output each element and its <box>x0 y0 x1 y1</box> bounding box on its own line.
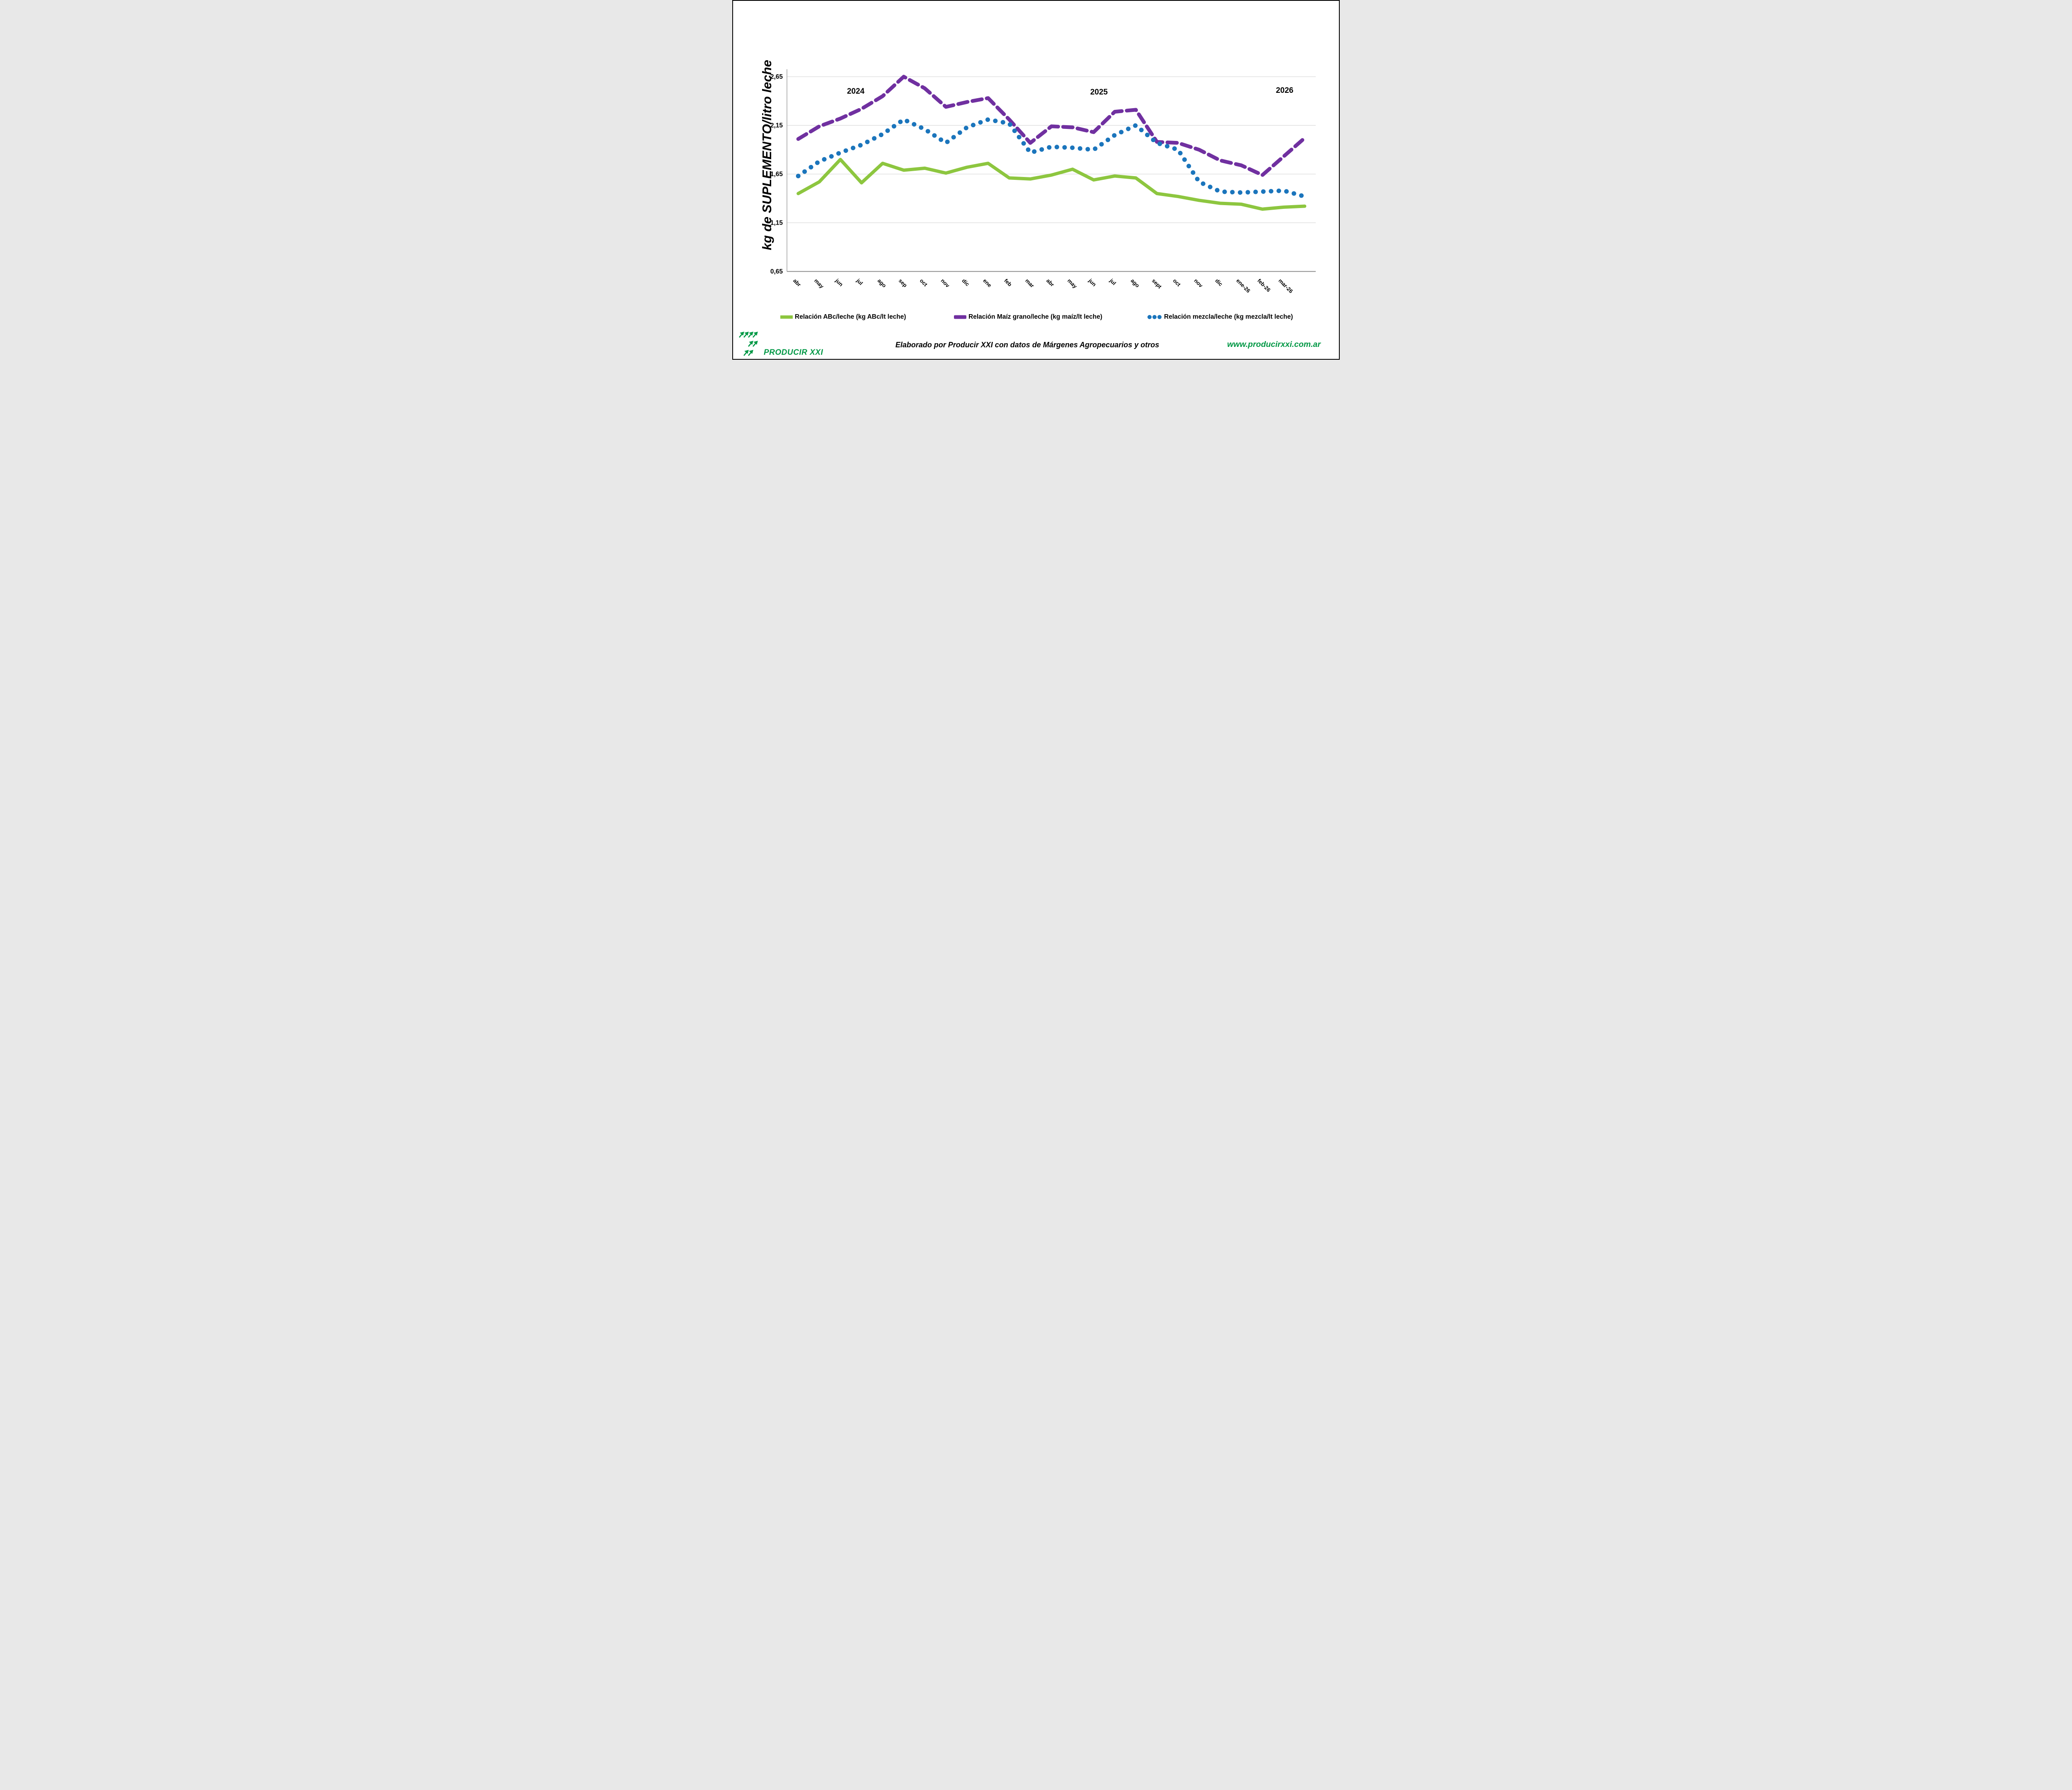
x-tick-label: jul <box>855 277 864 286</box>
year-label-2025: 2025 <box>1090 88 1108 97</box>
legend-swatch-dotted-line <box>1147 315 1162 319</box>
x-tick-label: ago <box>876 278 888 289</box>
y-tick-label: 1,15 <box>770 220 783 227</box>
x-tick-label: ene <box>982 278 992 288</box>
producir-xxi-logo: PRODUCIR XXI <box>738 329 823 357</box>
x-tick-label: nov <box>1193 278 1204 289</box>
chart-figure: kg de SUPLEMENTO/litro leche 2,65 2,15 1,6… <box>732 0 1340 360</box>
series-line-dotted <box>796 117 1307 199</box>
year-label-2024: 2024 <box>847 87 865 96</box>
legend-label: Relación Maíz grano/leche (kg maíz/lt le… <box>968 313 1103 320</box>
logo-arrows-icon <box>739 332 758 356</box>
x-tick-label: jun <box>834 277 844 288</box>
legend-item-maiz[interactable]: Relación Maíz grano/leche (kg maíz/lt le… <box>954 311 1102 323</box>
x-tick-label: feb-26 <box>1256 278 1272 293</box>
x-tick-label: jun <box>1087 277 1097 288</box>
x-tick-label: may <box>813 278 825 290</box>
series-line-solid <box>796 157 1307 211</box>
y-tick-label: 2,65 <box>770 73 783 80</box>
website-link[interactable]: www.producirxxi.com.ar <box>1227 340 1321 349</box>
x-tick-label: oct <box>1172 278 1182 288</box>
x-tick-label: dic <box>961 278 971 288</box>
legend-label: Relación mezcla/leche (kg mezcla/lt lech… <box>1164 313 1293 320</box>
x-tick-label: feb <box>1003 278 1013 288</box>
x-tick-label: abr <box>1045 278 1055 288</box>
series-line-dashed <box>796 75 1307 177</box>
x-tick-label: ene-26 <box>1235 278 1251 294</box>
x-tick-label: jul <box>1108 277 1117 286</box>
logo-wordmark: PRODUCIR XXI <box>764 348 823 357</box>
x-tick-label: sep <box>898 278 908 288</box>
legend-item-mezcla[interactable]: Relación mezcla/leche (kg mezcla/lt lech… <box>1147 311 1293 323</box>
y-tick-label: 2,15 <box>770 122 783 129</box>
y-tick-label: 0,65 <box>770 268 783 275</box>
y-tick-label: 1,65 <box>770 171 783 178</box>
x-tick-label: nov <box>940 278 951 289</box>
legend-item-abc[interactable]: Relación ABc/leche (kg ABc/lt leche) <box>780 311 906 323</box>
x-tick-label: mar <box>1024 278 1035 289</box>
legend-swatch-dashed-line <box>954 315 966 319</box>
x-tick-label: oct <box>919 278 929 288</box>
credit-text: Elaborado por Producir XXI con datos de … <box>895 341 1159 349</box>
footer: PRODUCIR XXI Elaborado por Producir XXI … <box>733 329 1339 358</box>
legend-swatch-solid-line <box>780 315 793 319</box>
x-tick-label: dic <box>1214 278 1224 288</box>
x-tick-label: mar-26 <box>1277 278 1294 295</box>
x-tick-label: abr <box>792 278 802 288</box>
x-tick-label: sept <box>1151 278 1163 290</box>
x-tick-label: may <box>1066 278 1079 290</box>
legend: Relación ABc/leche (kg ABc/lt leche) Rel… <box>733 311 1339 325</box>
x-tick-label: ago <box>1130 278 1141 289</box>
legend-label: Relación ABc/leche (kg ABc/lt leche) <box>795 313 906 320</box>
year-label-2026: 2026 <box>1276 86 1294 95</box>
